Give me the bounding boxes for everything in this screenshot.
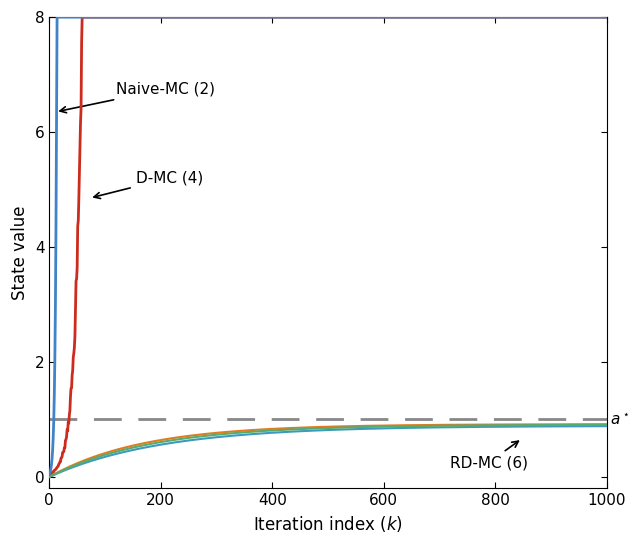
Text: RD-MC (6): RD-MC (6) <box>450 441 527 470</box>
Y-axis label: State value: State value <box>11 205 29 300</box>
Text: Naive-MC (2): Naive-MC (2) <box>60 81 215 113</box>
X-axis label: Iteration index $(k)$: Iteration index $(k)$ <box>253 514 403 534</box>
Text: D-MC (4): D-MC (4) <box>94 171 203 198</box>
Text: $a^\star$: $a^\star$ <box>610 411 629 427</box>
